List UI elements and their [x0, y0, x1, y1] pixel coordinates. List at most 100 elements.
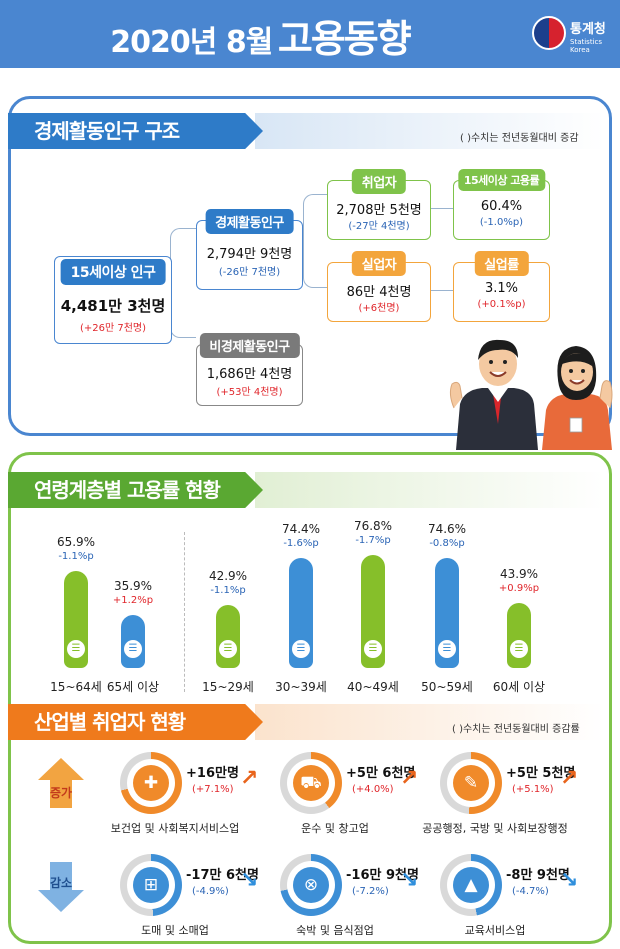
- taegeuk-icon: [532, 16, 566, 50]
- age-category-label: 40~49세: [347, 680, 399, 694]
- decrease-label: 감소: [49, 876, 73, 890]
- trend-down-icon: ↘: [560, 868, 579, 893]
- basket-icon: ⊞: [133, 867, 169, 903]
- section-note-industry: ( )수치는 전년동월대비 증감률: [452, 724, 580, 735]
- age-category-label: 50~59세: [421, 680, 473, 694]
- employed-box: 취업자 2,708만 5천명 (-27만 4천명): [327, 169, 431, 240]
- age-change-label: +0.9%p: [498, 583, 540, 594]
- inactive-change: (+53만 4천명): [216, 387, 283, 398]
- connector-unemployed: [431, 290, 453, 291]
- page-title: 2020년 8월 고용동향: [0, 8, 520, 63]
- graduation-cap-icon: ▲: [453, 867, 489, 903]
- age-change-label: +1.2%p: [112, 595, 154, 606]
- unemp-rate-value: 3.1%: [484, 281, 519, 296]
- section-bar-tail: [255, 704, 605, 740]
- unemployed-box: 실업자 86만 4천명 (+6천명): [327, 251, 431, 322]
- scroll-icon: ✎: [453, 765, 489, 801]
- age-category-label: 15~29세: [202, 680, 254, 694]
- inactive-value: 1,686만 4천명: [206, 367, 293, 382]
- active-change: (-26만 7천명): [218, 267, 281, 278]
- industry-change: (+5.1%): [512, 784, 554, 795]
- industry-label: 공공행정, 국방 및 사회보장행정: [422, 822, 568, 835]
- employed-value: 2,708만 5천명: [336, 203, 422, 218]
- industry-change: (-4.9%): [192, 886, 229, 897]
- age-value-label: 35.9%: [113, 579, 153, 593]
- pop15-value: 4,481만 3천명: [60, 297, 166, 315]
- logo-name: 통계청: [570, 22, 606, 37]
- increase-tag: 증가: [38, 758, 84, 808]
- section-title-structure: 경제활동인구 구조: [8, 113, 263, 149]
- age-change-label: -1.6%p: [283, 538, 319, 549]
- age-value-label: 43.9%: [499, 567, 539, 581]
- trend-up-icon: ↗: [560, 766, 579, 791]
- age-category-label: 65세 이상: [106, 680, 160, 694]
- age-change-label: -1.1%p: [58, 551, 94, 562]
- emp-rate-box: 15세이상 고용률 60.4% (-1.0%p): [453, 169, 550, 240]
- industry-ring: ⊗: [280, 854, 342, 916]
- up-arrow-icon: [38, 758, 84, 808]
- connector-active: [303, 194, 327, 288]
- header: [0, 0, 620, 68]
- industry-label: 도매 및 소매업: [141, 924, 209, 937]
- industry-ring: ⛟: [280, 752, 342, 814]
- section-note: ( )수치는 전년동월대비 증감: [460, 133, 579, 144]
- employed-change: (-27만 4천명): [348, 221, 410, 232]
- employed-label: 취업자: [351, 169, 407, 194]
- emp-rate-value: 60.4%: [480, 199, 523, 214]
- industry-label: 보건업 및 사회복지서비스업: [110, 822, 240, 835]
- emp-rate-label: 15세이상 고용률: [457, 169, 546, 191]
- statistics-korea-logo: 통계청 Statistics Korea: [532, 16, 616, 56]
- industry-ring: ✎: [440, 752, 502, 814]
- medical-kit-icon: ✚: [133, 765, 169, 801]
- unemp-rate-label: 실업률: [474, 251, 529, 276]
- industry-change: (-7.2%): [352, 886, 389, 897]
- trend-down-icon: ↘: [240, 868, 259, 893]
- document-search-icon: ☰: [122, 638, 144, 660]
- connector-employed: [431, 208, 453, 209]
- industry-ring: ▲: [440, 854, 502, 916]
- page-title-main: 고용동향: [277, 17, 412, 61]
- industry-ring: ✚: [120, 752, 182, 814]
- increase-label: 증가: [49, 786, 73, 800]
- age-change-label: -1.7%p: [355, 535, 391, 546]
- industry-change: (+4.0%): [352, 784, 394, 795]
- unemployed-value: 86만 4천명: [346, 285, 412, 300]
- document-search-icon: ☰: [362, 638, 384, 660]
- down-arrow-icon: [38, 862, 84, 912]
- woman-icon: [542, 346, 613, 450]
- age-change-label: -1.1%p: [210, 585, 246, 596]
- age-change-label: -0.8%p: [429, 538, 465, 549]
- unemployed-label: 실업자: [351, 251, 407, 276]
- unemployed-change: (+6천명): [358, 303, 400, 314]
- document-search-icon: ☰: [290, 638, 312, 660]
- age-value-label: 65.9%: [56, 535, 96, 549]
- characters-illustration: [449, 339, 613, 450]
- industry-value: -16만 9천명: [346, 868, 419, 883]
- document-search-icon: ☰: [508, 638, 530, 660]
- section-bar-tail: [255, 472, 605, 508]
- trend-up-icon: ↗: [240, 766, 259, 791]
- man-icon: [449, 339, 538, 450]
- age-category-label: 15~64세: [50, 680, 102, 694]
- industry-label: 운수 및 창고업: [301, 822, 369, 835]
- industry-value: +16만명: [186, 766, 239, 781]
- active-value: 2,794만 9천명: [206, 247, 293, 262]
- industry-value: +5만 6천명: [346, 766, 416, 781]
- logo-subtitle: Statistics Korea: [570, 38, 602, 54]
- document-search-icon: ☰: [217, 638, 239, 660]
- connector-pop: [170, 228, 196, 338]
- active-label: 경제활동인구: [205, 209, 294, 234]
- decrease-tag: 감소: [38, 862, 84, 912]
- industry-label: 숙박 및 음식점업: [296, 924, 374, 937]
- age-value-label: 42.9%: [208, 569, 248, 583]
- age-value-label: 76.8%: [353, 519, 393, 533]
- document-search-icon: ☰: [436, 638, 458, 660]
- industry-value: +5만 5천명: [506, 766, 576, 781]
- industry-ring: ⊞: [120, 854, 182, 916]
- industry-change: (-4.7%): [512, 886, 549, 897]
- industry-label: 교육서비스업: [464, 924, 526, 937]
- unemp-rate-box: 실업률 3.1% (+0.1%p): [453, 251, 550, 322]
- age-value-label: 74.4%: [281, 522, 321, 536]
- industry-value: -17만 6천명: [186, 868, 259, 883]
- emp-rate-change: (-1.0%p): [479, 217, 524, 228]
